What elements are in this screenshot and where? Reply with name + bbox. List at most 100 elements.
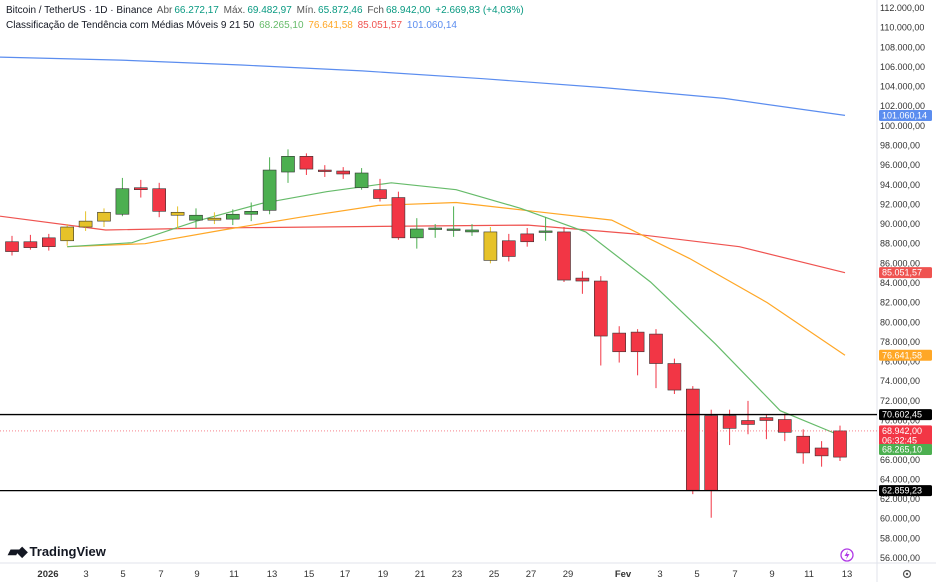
candle <box>796 429 811 464</box>
date-tick: 17 <box>340 569 351 580</box>
date-tick: Fev <box>615 569 632 580</box>
date-tick: 29 <box>563 569 574 580</box>
indicator-name[interactable]: Classificação de Tendência com Médias Mó… <box>6 20 255 31</box>
symbol-header: Bitcoin / TetherUS · 1D · Binance Abr 66.… <box>6 5 526 16</box>
candle <box>281 149 295 183</box>
candle <box>170 206 185 229</box>
price-tick: 92.000,00 <box>880 199 920 209</box>
date-tick: 25 <box>489 569 500 580</box>
ma21-line <box>67 201 846 356</box>
open-label: Abr <box>156 5 173 16</box>
candle <box>60 224 75 246</box>
date-tick: 2026 <box>37 569 58 580</box>
symbol-title[interactable]: Bitcoin / TetherUS · 1D · Binance <box>6 5 153 16</box>
price-tick: 62.000,00 <box>880 494 920 504</box>
date-tick: 5 <box>120 569 125 580</box>
lightning-icon[interactable] <box>840 548 854 562</box>
candle <box>612 326 627 363</box>
candle <box>354 168 369 190</box>
price-tick: 108.000,00 <box>880 42 925 52</box>
high-label: Máx. <box>223 5 246 16</box>
date-tick: 11 <box>229 569 239 580</box>
price-tick: 88.000,00 <box>880 239 920 249</box>
candle <box>299 153 314 175</box>
svg-text:70.602,45: 70.602,45 <box>882 410 922 420</box>
horizontal-lines[interactable] <box>0 413 877 492</box>
candle <box>685 386 700 495</box>
svg-text:68.942,00: 68.942,00 <box>882 426 922 436</box>
candle <box>317 165 332 177</box>
price-tick: 58.000,00 <box>880 533 920 543</box>
ma9-line <box>67 182 846 439</box>
close-label: Fch <box>367 5 384 16</box>
date-tick: 5 <box>694 569 699 580</box>
date-tick: 21 <box>415 569 426 580</box>
price-tick: 74.000,00 <box>880 376 920 386</box>
ma50-value: 85.051,57 <box>357 20 403 31</box>
countdown-timer: 06:32:45 <box>882 435 917 445</box>
ma50-line <box>0 215 846 274</box>
ma200-value: 101.060,14 <box>406 20 457 31</box>
ma200-price-tag: 101.060,14 <box>879 109 932 121</box>
candle <box>373 178 387 202</box>
ma9-price-tag: 68.265,10 <box>879 444 932 456</box>
price-tick: 84.000,00 <box>880 278 920 288</box>
tradingview-logo-text: TradingView <box>29 544 106 559</box>
tradingview-logo-icon: ▰◆ <box>8 543 27 559</box>
price-axis[interactable]: 112.000,00 110.000,00 108.000,00 106.000,00… <box>880 3 925 563</box>
candle <box>777 413 792 442</box>
svg-text:85.051,57: 85.051,57 <box>882 268 922 278</box>
date-tick: 7 <box>158 569 163 580</box>
candle <box>575 271 590 294</box>
candle <box>189 208 203 228</box>
price-tick: 82.000,00 <box>880 298 920 308</box>
candle <box>391 191 406 240</box>
tradingview-logo[interactable]: ▰◆ TradingView <box>8 543 106 560</box>
price-tick: 94.000,00 <box>880 180 920 190</box>
candle <box>630 329 645 376</box>
low-value: 65.872,46 <box>318 5 363 16</box>
hline-top-price-tag: 70.602,45 <box>879 409 932 421</box>
price-tick: 110.000,00 <box>880 23 924 33</box>
date-tick: 3 <box>83 569 88 580</box>
price-tick: 56.000,00 <box>880 553 920 563</box>
open-value: 66.272,17 <box>174 5 219 16</box>
price-tags: 101.060,14 85.051,57 76.641,58 70.602,45 68.… <box>879 109 932 497</box>
candle <box>465 224 479 236</box>
low-label: Mín. <box>296 5 317 16</box>
candle <box>41 233 56 251</box>
price-tick: 106.000,00 <box>880 62 925 72</box>
price-tick: 86.000,00 <box>880 258 920 268</box>
price-tick: 66.000,00 <box>880 455 920 465</box>
date-tick: 13 <box>267 569 278 580</box>
price-tick: 100.000,00 <box>880 121 925 131</box>
candles <box>5 149 847 518</box>
candle <box>483 227 498 264</box>
time-axis[interactable]: 2026 3 5 7 9 11 13 15 17 19 21 23 25 27 29 Fev 3 5 7 9 11 13 <box>37 569 852 580</box>
candle <box>207 212 222 225</box>
candle <box>501 233 516 262</box>
candle <box>336 167 351 179</box>
settings-gear-icon[interactable] <box>902 569 912 579</box>
svg-text:68.265,10: 68.265,10 <box>882 445 922 455</box>
price-tick: 76.000,00 <box>880 357 920 367</box>
date-tick: 27 <box>526 569 537 580</box>
price-tick: 96.000,00 <box>880 160 920 170</box>
candle <box>704 409 719 518</box>
date-tick: 3 <box>657 569 662 580</box>
price-tick: 70.000,00 <box>880 416 920 426</box>
close-value: 68.942,00 <box>386 5 431 16</box>
ma21-price-tag: 76.641,58 <box>879 349 932 361</box>
candle <box>833 425 847 462</box>
price-tick: 64.000,00 <box>880 474 920 484</box>
high-value: 69.482,97 <box>247 5 292 16</box>
svg-text:101.060,14: 101.060,14 <box>882 110 927 120</box>
price-tick: 80.000,00 <box>880 317 920 327</box>
svg-text:76.641,58: 76.641,58 <box>882 350 922 360</box>
candle <box>428 224 443 238</box>
ma21-value: 76.641,58 <box>308 20 353 31</box>
candle <box>759 414 774 440</box>
candle <box>152 182 166 218</box>
price-tick: 78.000,00 <box>880 337 920 347</box>
